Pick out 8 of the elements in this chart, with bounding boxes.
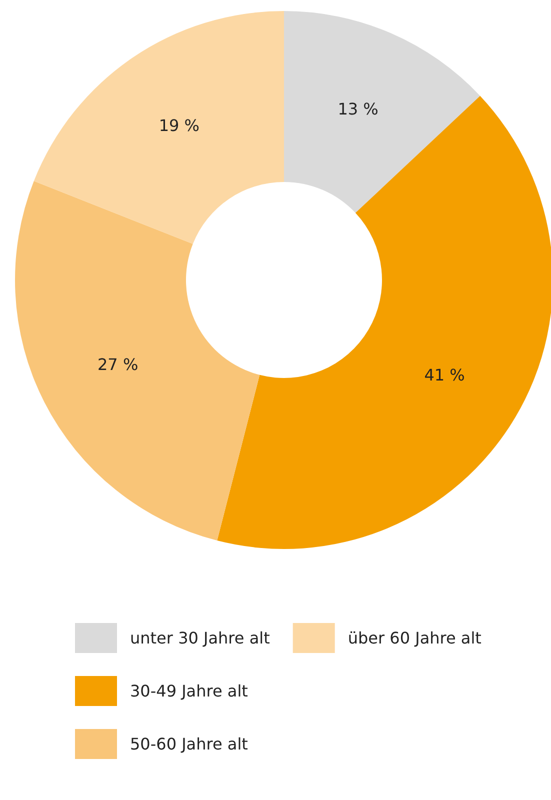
legend-label: über 60 Jahre alt: [348, 628, 482, 648]
data-label: 19 %: [158, 116, 200, 136]
data-label: 41 %: [424, 365, 465, 384]
data-label: 27 %: [98, 355, 138, 374]
data-label: 13 %: [338, 99, 378, 118]
legend-label: unter 30 Jahre alt: [130, 628, 270, 648]
legend-label: 50-60 Jahre alt: [130, 734, 248, 754]
legend-label: 30-49 Jahre alt: [130, 682, 248, 700]
